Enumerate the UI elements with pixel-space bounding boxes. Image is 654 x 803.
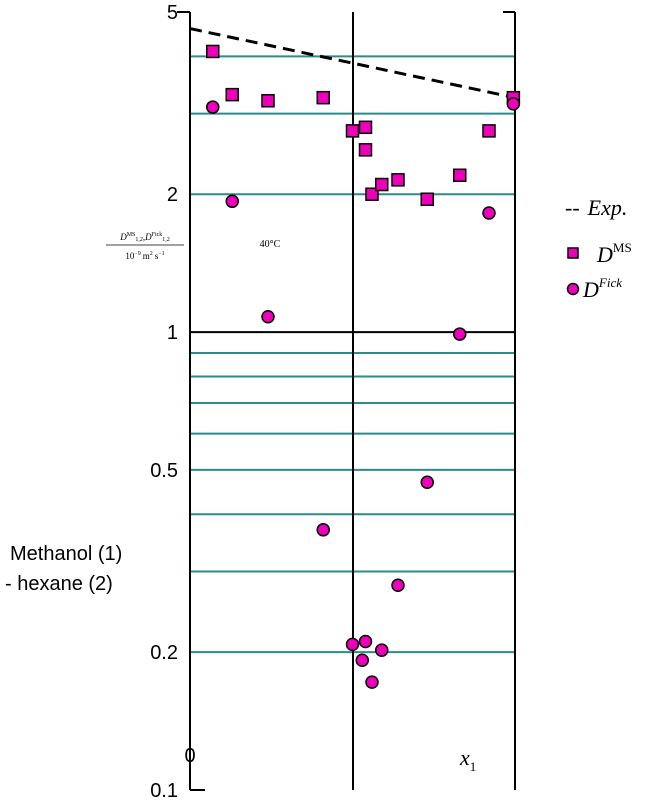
d-fick-point xyxy=(358,634,373,649)
svg-text:--Exp.: -- Exp. xyxy=(565,195,627,220)
x-axis-label: x1 xyxy=(459,745,476,774)
exp-dashed-line xyxy=(189,27,516,100)
y-tick-label: 0.1 xyxy=(150,780,178,802)
d-fick-point xyxy=(391,578,405,592)
legend-d-fick: DFick xyxy=(566,275,622,302)
system-label-line2: - hexane (2) xyxy=(5,573,113,595)
svg-text:DMS1,2,DFick1,2: DMS1,2,DFick1,2 xyxy=(119,232,170,243)
d-ms-point xyxy=(345,124,360,138)
legend: -- Exp. DMS DFick xyxy=(565,195,632,302)
d-ms-point xyxy=(261,94,275,108)
d-ms-point xyxy=(482,124,496,138)
legend-d-ms: DMS xyxy=(567,240,632,267)
d-ms-point xyxy=(391,173,405,187)
d-fick-point xyxy=(261,310,275,324)
y-tick-label: 2 xyxy=(167,184,178,206)
temperature-label: 40°C xyxy=(260,239,281,250)
d-ms-point xyxy=(358,120,373,135)
d-fick-point xyxy=(206,100,220,114)
d-ms-point xyxy=(358,143,373,157)
y-tick-label: 0.2 xyxy=(150,642,178,664)
d-fick-point xyxy=(316,523,330,537)
d-ms-point xyxy=(375,177,389,192)
series-d-fick xyxy=(206,97,521,689)
system-label-line1: Methanol (1) xyxy=(10,543,122,565)
legend-square-marker xyxy=(567,247,579,259)
svg-text:DMS: DMS xyxy=(596,240,632,267)
d-ms-point xyxy=(453,168,467,183)
svg-text:DFick: DFick xyxy=(582,275,622,302)
d-fick-point xyxy=(375,643,389,657)
y-tick-label: 0.5 xyxy=(150,460,178,482)
d-fick-point xyxy=(420,475,434,489)
d-ms-point xyxy=(420,192,434,207)
d-fick-point xyxy=(345,637,360,652)
legend-circle-marker xyxy=(566,282,580,296)
d-ms-point xyxy=(206,44,220,59)
y-axis-label: DMS1,2,DFick1,2 10−9 m2 s−1 xyxy=(106,232,184,261)
d-ms-point xyxy=(225,87,239,102)
series-exp xyxy=(189,27,516,100)
d-fick-point xyxy=(225,194,239,209)
d-fick-point xyxy=(482,206,496,220)
d-fick-point xyxy=(365,675,379,689)
y-tick-labels: 0.1 0.2 0.5 1 2 5 xyxy=(150,2,178,802)
y-tick-label: 5 xyxy=(167,2,178,24)
d-ms-point xyxy=(316,90,330,105)
d-fick-point xyxy=(453,327,467,341)
series-d-ms xyxy=(206,44,521,207)
x-tick-label: 0 xyxy=(184,745,195,767)
d-fick-point xyxy=(355,653,369,668)
legend-exp: -- Exp. xyxy=(565,195,627,220)
y-tick-label: 1 xyxy=(167,322,178,344)
d-fick-point xyxy=(506,97,521,111)
